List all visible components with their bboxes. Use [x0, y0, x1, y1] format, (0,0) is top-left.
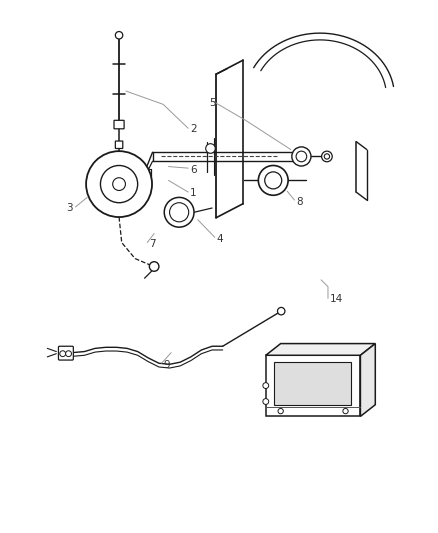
Circle shape	[343, 408, 348, 414]
Text: 4: 4	[216, 234, 223, 244]
Circle shape	[66, 351, 71, 357]
Circle shape	[278, 308, 285, 315]
Circle shape	[164, 197, 194, 227]
Text: 8: 8	[296, 197, 303, 207]
Text: 1: 1	[190, 188, 196, 198]
FancyBboxPatch shape	[114, 120, 124, 129]
Circle shape	[170, 203, 189, 222]
Circle shape	[296, 151, 307, 162]
Circle shape	[206, 144, 215, 154]
Circle shape	[324, 154, 329, 159]
FancyBboxPatch shape	[115, 141, 123, 149]
Circle shape	[263, 383, 268, 389]
Text: 14: 14	[329, 294, 343, 304]
Text: 3: 3	[66, 203, 73, 213]
Circle shape	[292, 147, 311, 166]
Text: 2: 2	[190, 124, 196, 134]
FancyBboxPatch shape	[58, 346, 73, 360]
Text: 5: 5	[209, 98, 216, 108]
Text: 7: 7	[149, 239, 155, 249]
Polygon shape	[360, 344, 375, 416]
Circle shape	[100, 165, 138, 203]
Circle shape	[278, 408, 283, 414]
Polygon shape	[266, 344, 375, 356]
Text: 9: 9	[163, 360, 170, 370]
FancyBboxPatch shape	[274, 362, 351, 405]
Circle shape	[113, 177, 125, 190]
Circle shape	[263, 399, 268, 405]
Circle shape	[115, 31, 123, 39]
Circle shape	[60, 351, 66, 357]
Text: 6: 6	[190, 165, 196, 175]
Circle shape	[149, 262, 159, 271]
Circle shape	[321, 151, 332, 162]
Circle shape	[265, 172, 282, 189]
Circle shape	[86, 151, 152, 217]
Circle shape	[258, 165, 288, 195]
FancyBboxPatch shape	[266, 356, 360, 416]
